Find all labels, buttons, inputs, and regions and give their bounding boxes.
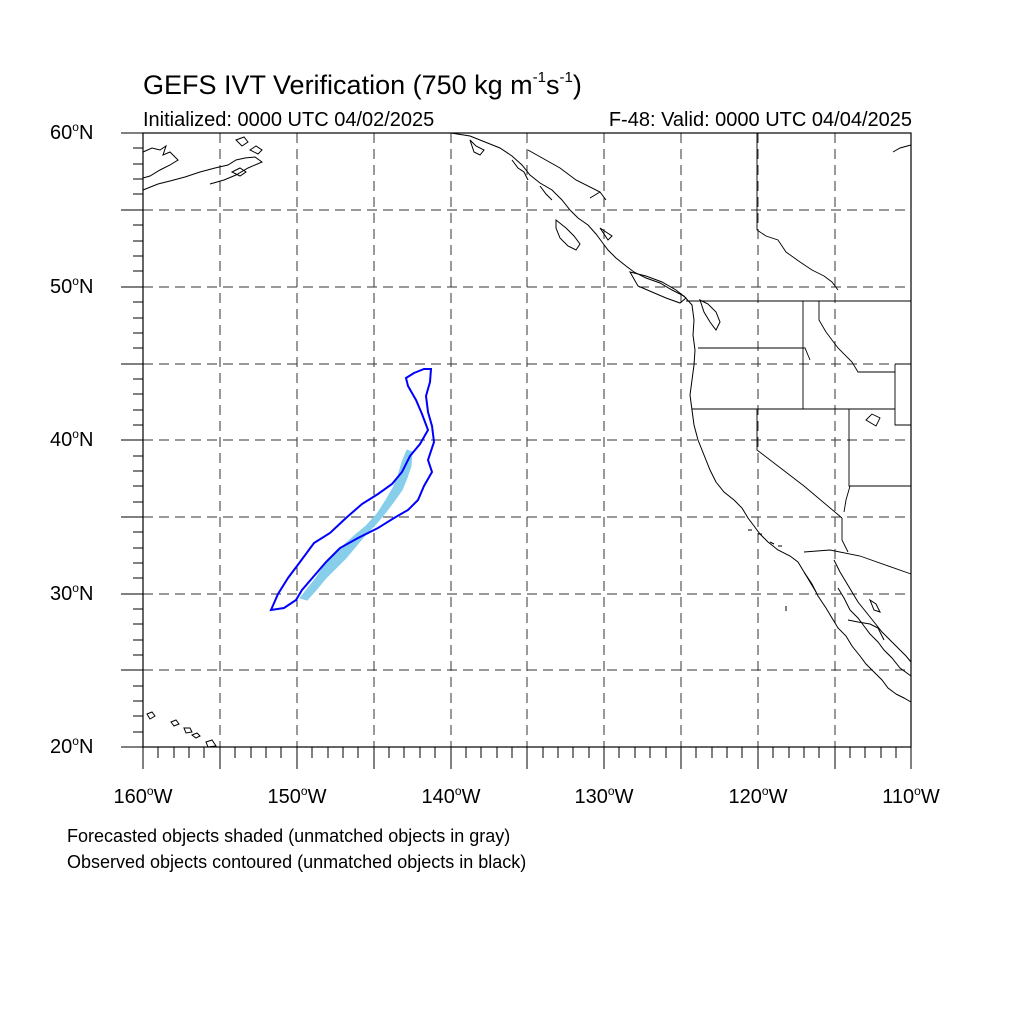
lon-label-140w: 140oW [421,784,481,808]
lon-label-110w: 110oW [882,784,940,808]
caption-forecast: Forecasted objects shaded (unmatched obj… [67,826,511,846]
lon-label-130w: 130oW [574,784,634,808]
caption-observed: Observed objects contoured (unmatched ob… [67,852,527,872]
coastlines [142,132,912,748]
lat-label-20n: 20oN [50,734,94,758]
political-borders [686,133,912,575]
valid-time: F-48: Valid: 0000 UTC 04/04/2025 [608,109,912,131]
lat-label-60n: 60oN [50,120,94,144]
init-time: Initialized: 0000 UTC 04/02/2025 [143,109,435,131]
lat-label-40n: 40oN [50,427,94,451]
observed-object-contour [269,368,436,612]
forecast-object-shading [299,449,413,601]
lon-label-160w: 160oW [113,784,173,808]
lat-label-30n: 30oN [50,581,94,605]
lon-label-150w: 150oW [267,784,327,808]
axis-ticks [121,132,912,769]
graticule [143,133,911,747]
lon-label-120w: 120oW [728,784,788,808]
lat-label-50n: 50oN [50,274,94,298]
map-title: GEFS IVT Verification (750 kg m-1s-1) [143,69,582,100]
